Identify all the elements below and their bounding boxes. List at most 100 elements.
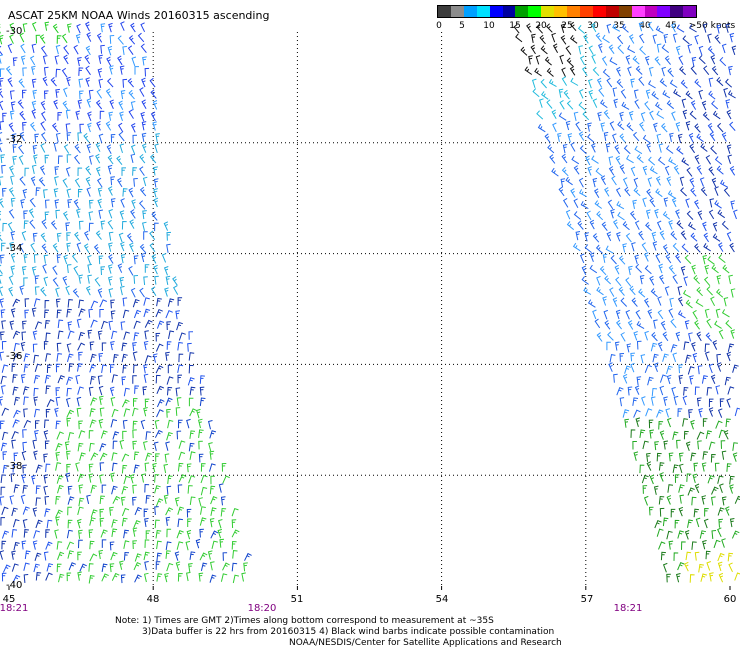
wind-barb (630, 166, 636, 177)
wind-barb (21, 450, 27, 461)
wind-barb (662, 90, 671, 99)
wind-barb (10, 265, 16, 275)
wind-barb (1, 364, 9, 373)
wind-barb (677, 310, 686, 319)
wind-barb (626, 343, 632, 353)
wind-barb (699, 177, 705, 187)
wind-barb (520, 46, 528, 56)
wind-barb (32, 330, 38, 340)
wind-barb (638, 288, 646, 298)
wind-barb (145, 495, 151, 504)
lat-label-40: -40 (6, 580, 23, 591)
wind-barb (43, 474, 49, 484)
wind-barb (0, 298, 4, 308)
wind-barb (18, 78, 25, 88)
wind-barb (600, 175, 607, 185)
wind-barb (12, 57, 18, 67)
wind-barb (77, 506, 84, 516)
wind-barb (0, 351, 4, 361)
wind-barb (42, 76, 48, 86)
legend-swatch (605, 6, 619, 17)
wind-barb (531, 78, 537, 89)
wind-barb (111, 330, 118, 340)
wind-barb (0, 420, 5, 430)
wind-barb (668, 157, 677, 166)
wind-barb (123, 540, 130, 549)
wind-barb (539, 98, 544, 108)
wind-barb (156, 540, 162, 550)
wind-barb (165, 441, 170, 451)
wind-barb (646, 452, 651, 462)
wind-barb (671, 22, 676, 33)
wind-barb (22, 67, 27, 77)
wind-barb (579, 253, 585, 264)
wind-barb (177, 297, 183, 306)
legend-label-45: 45 (665, 21, 677, 31)
wind-barb (188, 563, 193, 573)
wind-barb (97, 198, 102, 209)
wind-barb (57, 484, 64, 494)
wind-barb (140, 22, 146, 33)
wind-barb (88, 211, 94, 221)
wind-barb (43, 341, 49, 350)
wind-barb (606, 23, 612, 34)
wind-barb (97, 375, 103, 385)
wind-barb (134, 574, 142, 583)
wind-barb (45, 529, 50, 538)
wind-barb (566, 57, 574, 67)
wind-barb (55, 68, 61, 78)
wind-barb (579, 145, 587, 155)
wind-barb (139, 166, 145, 176)
wind-barb (84, 54, 91, 65)
wind-barb (599, 265, 607, 276)
wind-barb (605, 143, 611, 153)
wind-barb (672, 274, 678, 284)
wind-barb (23, 220, 29, 229)
wind-barb (717, 209, 725, 219)
wind-barb (34, 363, 42, 372)
wind-barb (731, 530, 740, 539)
wind-barb (78, 67, 84, 76)
wind-barb (54, 166, 60, 176)
wind-barb (111, 572, 120, 581)
wind-barb (95, 166, 101, 177)
wind-barb (723, 297, 729, 307)
wind-barb (632, 441, 637, 450)
wind-barb (68, 562, 76, 571)
wind-barb (678, 374, 684, 384)
wind-barb (632, 131, 640, 142)
wind-barb (610, 208, 615, 219)
wind-barb (639, 429, 646, 438)
wind-barb (144, 319, 153, 328)
wind-barb (243, 562, 248, 572)
wind-barb (578, 89, 584, 99)
wind-barb (626, 122, 634, 132)
wind-barb (110, 551, 118, 561)
wind-barb (153, 197, 159, 208)
wind-barb (728, 274, 733, 285)
wind-barb (573, 165, 580, 175)
wind-barb (689, 24, 697, 33)
wind-barb (724, 78, 733, 88)
wind-barb (118, 232, 124, 243)
wind-barb (141, 143, 147, 153)
wind-barb (166, 376, 174, 385)
wind-barb (649, 474, 655, 485)
wind-barb (13, 484, 20, 493)
wind-barb (130, 144, 136, 155)
wind-barb (174, 551, 180, 561)
wind-barb (43, 90, 49, 100)
wind-barb (729, 484, 734, 494)
wind-barb (692, 473, 698, 484)
wind-barb (681, 157, 689, 166)
wind-barb (101, 484, 107, 494)
wind-barb (716, 76, 724, 87)
wind-barb (660, 320, 666, 331)
wind-barb (671, 197, 677, 208)
wind-barb (629, 210, 637, 221)
wind-barb (143, 297, 150, 306)
wind-barb (665, 145, 674, 154)
wind-barb (144, 67, 150, 77)
wind-barb (712, 110, 721, 120)
wind-barb (678, 484, 685, 493)
